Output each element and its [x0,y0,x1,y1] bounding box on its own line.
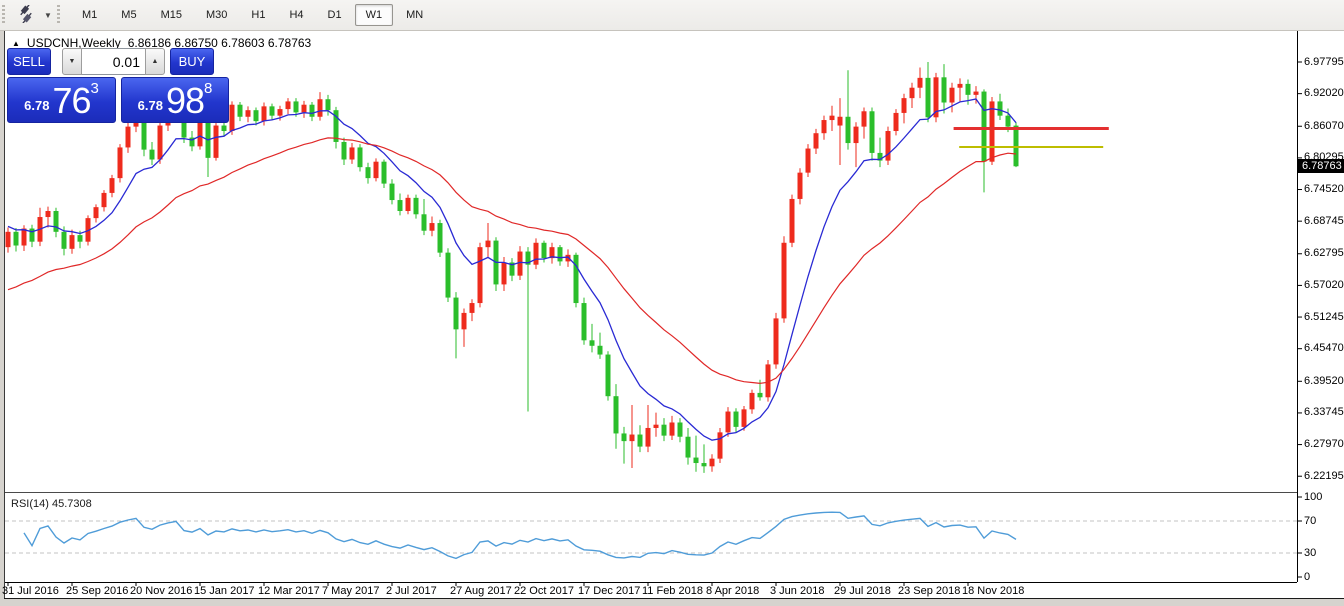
time-tick-label: 11 Feb 2018 [642,585,703,597]
timeframe-button-m30[interactable]: M30 [195,4,238,26]
buy-price-prefix: 6.78 [137,98,163,113]
toolbar-grip-2[interactable] [57,5,60,25]
price-tick-label: 6.92020 [1304,87,1344,100]
collapse-pane-icon[interactable]: ▲ [12,38,20,48]
timeframe-button-h4[interactable]: H4 [278,4,314,26]
rsi-indicator-label: RSI(14) 45.7308 [11,498,92,510]
sell-price-prefix: 6.78 [24,98,50,113]
price-tick-label: 6.51245 [1304,310,1344,323]
candlestick-chart-button[interactable] [11,3,41,27]
time-tick-label: 23 Sep 2018 [898,585,961,597]
time-tick-label: 3 Jun 2018 [770,585,825,597]
rsi-scale-label: 0 [1304,570,1311,583]
candles [5,61,1019,473]
volume-increase-button[interactable]: ▲ [145,48,165,75]
price-tick-label: 6.57020 [1304,278,1344,291]
time-tick-label: 29 Jul 2018 [834,585,891,597]
chevron-down-icon[interactable]: ▼ [44,10,52,20]
ma-fast-line [7,98,1017,441]
time-tick-label: 27 Aug 2017 [450,585,512,597]
timeframe-toolbar: M1 M5 M15 M30 H1 H4 D1 W1 MN [70,4,435,26]
current-price-tag: 6.78763 [1298,159,1344,174]
time-tick-label: 2 Jul 2017 [386,585,437,597]
sell-quote-panel[interactable]: 6.78 76 3 [7,77,116,123]
price-tick-label: 6.27970 [1304,438,1344,451]
buy-price-point: 8 [204,80,213,97]
price-tick-label: 6.97795 [1304,55,1344,68]
time-tick-label: 17 Dec 2017 [578,585,641,597]
price-tick-label: 6.22195 [1304,469,1344,482]
price-tick-label: 6.74520 [1304,183,1344,196]
timeframe-button-m1[interactable]: M1 [71,4,108,26]
rsi-scale-label: 70 [1304,514,1317,527]
ma-slow-line [7,137,1017,385]
price-tick-label: 6.62795 [1304,247,1344,260]
rsi-scale-label: 30 [1304,546,1317,559]
time-tick-label: 18 Nov 2018 [962,585,1025,597]
timeframe-button-h1[interactable]: H1 [240,4,276,26]
toolbar: ▼ M1 M5 M15 M30 H1 H4 D1 W1 MN [0,0,1344,31]
time-tick-label: 7 May 2017 [322,585,380,597]
sell-button[interactable]: SELL [7,48,51,75]
timeframe-button-mn[interactable]: MN [395,4,434,26]
rsi-line [23,511,1017,560]
timeframe-button-w1[interactable]: W1 [354,4,394,26]
time-tick-label: 25 Sep 2016 [66,585,129,597]
one-click-trading-panel: SELL ▼ ▲ BUY 6.78 76 3 6.78 98 8 [7,48,229,123]
price-tick-label: 6.45470 [1304,342,1344,355]
timeframe-button-m5[interactable]: M5 [110,4,147,26]
time-tick-label: 12 Mar 2017 [258,585,320,597]
price-tick-label: 6.68745 [1304,214,1344,227]
buy-button[interactable]: BUY [170,48,214,75]
buy-quote-panel[interactable]: 6.78 98 8 [121,77,229,123]
sell-price-point: 3 [90,80,99,97]
timeframe-button-d1[interactable]: D1 [317,4,353,26]
rsi-scale-label: 100 [1304,490,1323,503]
time-tick-label: 20 Nov 2016 [130,585,193,597]
time-tick-label: 15 Jan 2017 [194,585,255,597]
time-tick-label: 22 Oct 2017 [514,585,574,597]
price-tick-label: 6.86070 [1304,119,1344,132]
chart-title: ▲ USDCNH,Weekly 6.86186 6.86750 6.78603 … [12,36,311,50]
price-tick-label: 6.39520 [1304,374,1344,387]
ohlc-values: 6.86186 6.86750 6.78603 6.78763 [127,36,312,50]
symbol-period-label: USDCNH,Weekly [26,36,121,50]
time-tick-label: 31 Jul 2016 [2,585,59,597]
time-tick-label: 8 Apr 2018 [706,585,760,597]
timeframe-button-m15[interactable]: M15 [150,4,193,26]
toolbar-grip[interactable] [2,5,5,25]
volume-input[interactable] [82,48,145,75]
volume-decrease-button[interactable]: ▼ [62,48,82,75]
sell-price-pips: 76 [52,80,91,121]
price-tick-label: 6.33745 [1304,406,1344,419]
buy-price-pips: 98 [165,80,205,121]
candlestick-tool-icon [16,3,36,26]
